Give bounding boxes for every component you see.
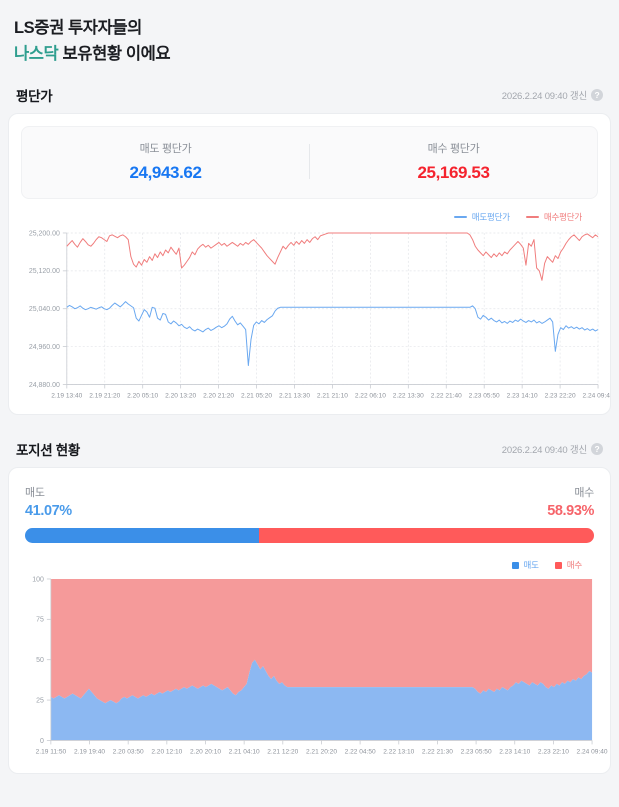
avg-price-chart[interactable]: 24,880.00 24,960.00 25,040.00 25,120.00 25,2… [9, 225, 610, 414]
avg-updated-text: 2026.2.24 09:40 갱신 [501, 91, 587, 103]
svg-text:2.19 11:50: 2.19 11:50 [36, 749, 67, 756]
legend-item-buy[interactable]: 매수평단가 [525, 211, 582, 223]
headline-line-2-rest: 보유현황 이에요 [58, 44, 171, 63]
legend-item-sell[interactable]: 매도 [511, 559, 539, 571]
position-summary: 매도 41.07% 매수 58.93% [9, 468, 610, 547]
svg-text:2.22 21:40: 2.22 21:40 [431, 393, 462, 400]
area-chart-legend: 매도 매수 [9, 547, 610, 573]
svg-text:2.20 03:50: 2.20 03:50 [113, 749, 144, 756]
svg-text:25,200.00: 25,200.00 [29, 230, 60, 237]
svg-text:2.20 13:20: 2.20 13:20 [165, 393, 196, 400]
svg-text:2.24 09:40: 2.24 09:40 [583, 393, 610, 400]
svg-text:2.23 22:10: 2.23 22:10 [538, 749, 569, 756]
svg-text:75: 75 [36, 617, 44, 624]
svg-text:2.21 13:30: 2.21 13:30 [279, 393, 310, 400]
page-title: LS증권 투자자들의 나스닥 보유현황 이에요 [0, 0, 619, 75]
svg-text:25,040.00: 25,040.00 [29, 306, 60, 313]
headline-accent: 나스닥 [14, 44, 59, 63]
avg-sell-value: 24,943.62 [129, 163, 202, 183]
legend-square-icon [511, 561, 519, 569]
svg-text:2.21 20:20: 2.21 20:20 [306, 749, 337, 756]
avg-sell-cell: 매도 평단가 24,943.62 [22, 140, 309, 183]
svg-text:100: 100 [32, 577, 44, 584]
position-area-chart[interactable]: 0 25 50 75 100 2.19 11:50 2.19 19:40 2.20 03:50… [9, 573, 610, 772]
position-sell-label: 매도 [25, 487, 45, 500]
svg-text:2.22 13:30: 2.22 13:30 [393, 393, 424, 400]
position-section-title: 포지션 현황 [16, 443, 81, 459]
avg-section-header: 평단가 2026.2.24 09:40 갱신 ? [0, 75, 619, 113]
avg-section-meta: 2026.2.24 09:40 갱신 ? [502, 88, 603, 102]
svg-text:25,120.00: 25,120.00 [29, 268, 60, 275]
position-bar-buy-segment [258, 528, 594, 544]
svg-text:2.20 21:20: 2.20 21:20 [203, 393, 234, 400]
avg-price-card: 매도 평단가 24,943.62 매수 평단가 25,169.53 매도평단가 … [8, 113, 611, 416]
svg-text:2.23 14:10: 2.23 14:10 [499, 749, 530, 756]
svg-text:2.23 14:10: 2.23 14:10 [507, 393, 538, 400]
svg-text:2.20 20:10: 2.20 20:10 [190, 749, 221, 756]
avg-buy-cell: 매수 평단가 25,169.53 [310, 140, 597, 183]
avg-divider [309, 144, 310, 180]
svg-text:2.22 04:50: 2.22 04:50 [345, 749, 376, 756]
position-ratio-bar[interactable] [25, 528, 594, 544]
avg-buy-label: 매수 평단가 [427, 143, 480, 156]
position-section-header: 포지션 현황 2026.2.24 09:40 갱신 ? [0, 429, 619, 467]
svg-text:2.23 05:50: 2.23 05:50 [461, 749, 492, 756]
svg-text:24,880.00: 24,880.00 [29, 382, 60, 389]
svg-text:2.20 05:10: 2.20 05:10 [127, 393, 158, 400]
svg-text:2.21 21:10: 2.21 21:10 [317, 393, 348, 400]
avg-sell-label: 매도 평단가 [139, 143, 192, 156]
headline-line-2: 나스닥 보유현황 이에요 [14, 42, 605, 68]
legend-line-icon [525, 216, 539, 219]
position-sell-percent: 41.07% [25, 503, 72, 520]
svg-text:25: 25 [36, 698, 44, 705]
svg-text:2.19 19:40: 2.19 19:40 [74, 749, 105, 756]
legend-label-buy: 매수 [566, 560, 582, 571]
legend-line-icon [453, 216, 467, 219]
help-icon[interactable]: ? [591, 89, 603, 102]
avg-price-summary: 매도 평단가 24,943.62 매수 평단가 25,169.53 [21, 126, 598, 200]
svg-text:2.21 05:20: 2.21 05:20 [241, 393, 272, 400]
page-root: LS증권 투자자들의 나스닥 보유현황 이에요 평단가 2026.2.24 09… [0, 0, 619, 774]
position-buy-percent: 58.93% [547, 503, 594, 520]
position-bar-sell-segment [25, 528, 259, 544]
svg-text:24,960.00: 24,960.00 [29, 344, 60, 351]
headline-line-1: LS증권 투자자들의 [14, 19, 142, 37]
svg-text:2.22 06:10: 2.22 06:10 [355, 393, 386, 400]
avg-section-title: 평단가 [16, 89, 53, 105]
position-buy-col: 매수 58.93% [547, 484, 594, 519]
svg-text:2.21 04:10: 2.21 04:10 [229, 749, 260, 756]
svg-text:2.22 21:30: 2.22 21:30 [422, 749, 453, 756]
position-section-meta: 2026.2.24 09:40 갱신 ? [502, 442, 603, 456]
position-sell-col: 매도 41.07% [25, 484, 72, 519]
svg-text:2.20 12:10: 2.20 12:10 [151, 749, 182, 756]
svg-text:2.19 21:20: 2.19 21:20 [89, 393, 120, 400]
legend-label-sell: 매도 [523, 560, 539, 571]
svg-text:50: 50 [36, 658, 44, 665]
svg-text:2.23 22:20: 2.23 22:20 [545, 393, 576, 400]
legend-label-sell: 매도평단가 [471, 212, 510, 223]
position-card: 매도 41.07% 매수 58.93% 매도 매수 [8, 467, 611, 774]
legend-item-sell[interactable]: 매도평단가 [453, 211, 510, 223]
svg-text:2.19 13:40: 2.19 13:40 [51, 393, 82, 400]
svg-text:2.24 09:40: 2.24 09:40 [577, 749, 608, 756]
avg-buy-value: 25,169.53 [417, 163, 490, 183]
line-chart-legend: 매도평단가 매수평단가 [9, 203, 610, 225]
position-buy-label: 매수 [574, 487, 594, 500]
svg-text:0: 0 [40, 738, 44, 745]
position-updated-text: 2026.2.24 09:40 갱신 [501, 445, 587, 457]
svg-text:2.23 05:50: 2.23 05:50 [469, 393, 500, 400]
legend-label-buy: 매수평단가 [543, 212, 582, 223]
svg-text:2.21 12:20: 2.21 12:20 [267, 749, 298, 756]
legend-square-icon [554, 561, 562, 569]
svg-text:2.22 13:10: 2.22 13:10 [383, 749, 414, 756]
help-icon[interactable]: ? [591, 443, 603, 456]
position-labels: 매도 41.07% 매수 58.93% [25, 484, 594, 519]
legend-item-buy[interactable]: 매수 [554, 559, 582, 571]
